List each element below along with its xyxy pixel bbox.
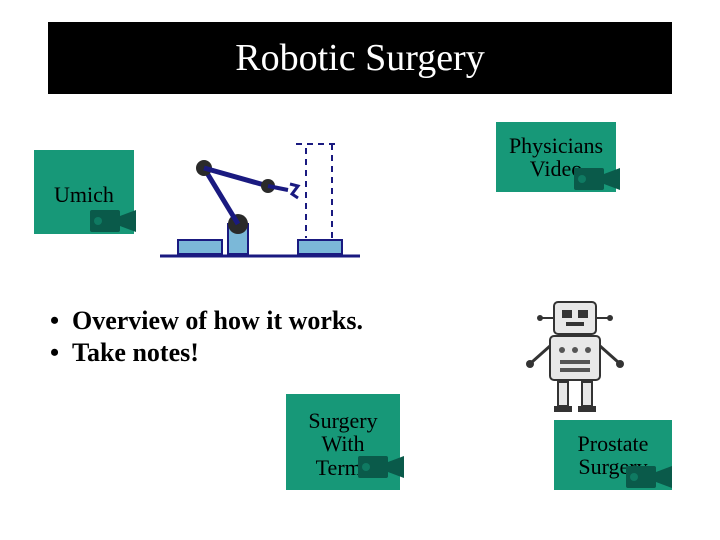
umich-video-button[interactable]: Umich (34, 150, 134, 234)
umich-label: Umich (54, 183, 114, 206)
bullet-item: • Overview of how it works. (50, 306, 363, 336)
surgery-terms-label-1: Surgery (308, 409, 377, 432)
prostate-label-1: Prostate (578, 432, 649, 455)
robot-arm-icon (160, 128, 360, 278)
physicians-video-button[interactable]: Physicians Video (496, 122, 616, 192)
bullet-text-2: Take notes! (72, 338, 199, 368)
slide-title-text: Robotic Surgery (235, 36, 484, 80)
physicians-label-1: Physicians (509, 134, 603, 157)
video-camera-icon (86, 206, 142, 240)
slide-title: Robotic Surgery (48, 22, 672, 94)
video-camera-icon (622, 462, 678, 496)
video-camera-icon (354, 452, 410, 486)
bullet-item: • Take notes! (50, 338, 363, 368)
surgery-terms-video-button[interactable]: Surgery With Terms (286, 394, 400, 490)
robot-figure-icon (520, 296, 630, 416)
prostate-surgery-video-button[interactable]: Prostate Surgery (554, 420, 672, 490)
video-camera-icon (570, 164, 626, 198)
bullet-dot: • (50, 306, 72, 336)
bullet-dot: • (50, 338, 72, 368)
bullet-list: • Overview of how it works. • Take notes… (50, 306, 363, 370)
bullet-text-1: Overview of how it works. (72, 306, 363, 336)
